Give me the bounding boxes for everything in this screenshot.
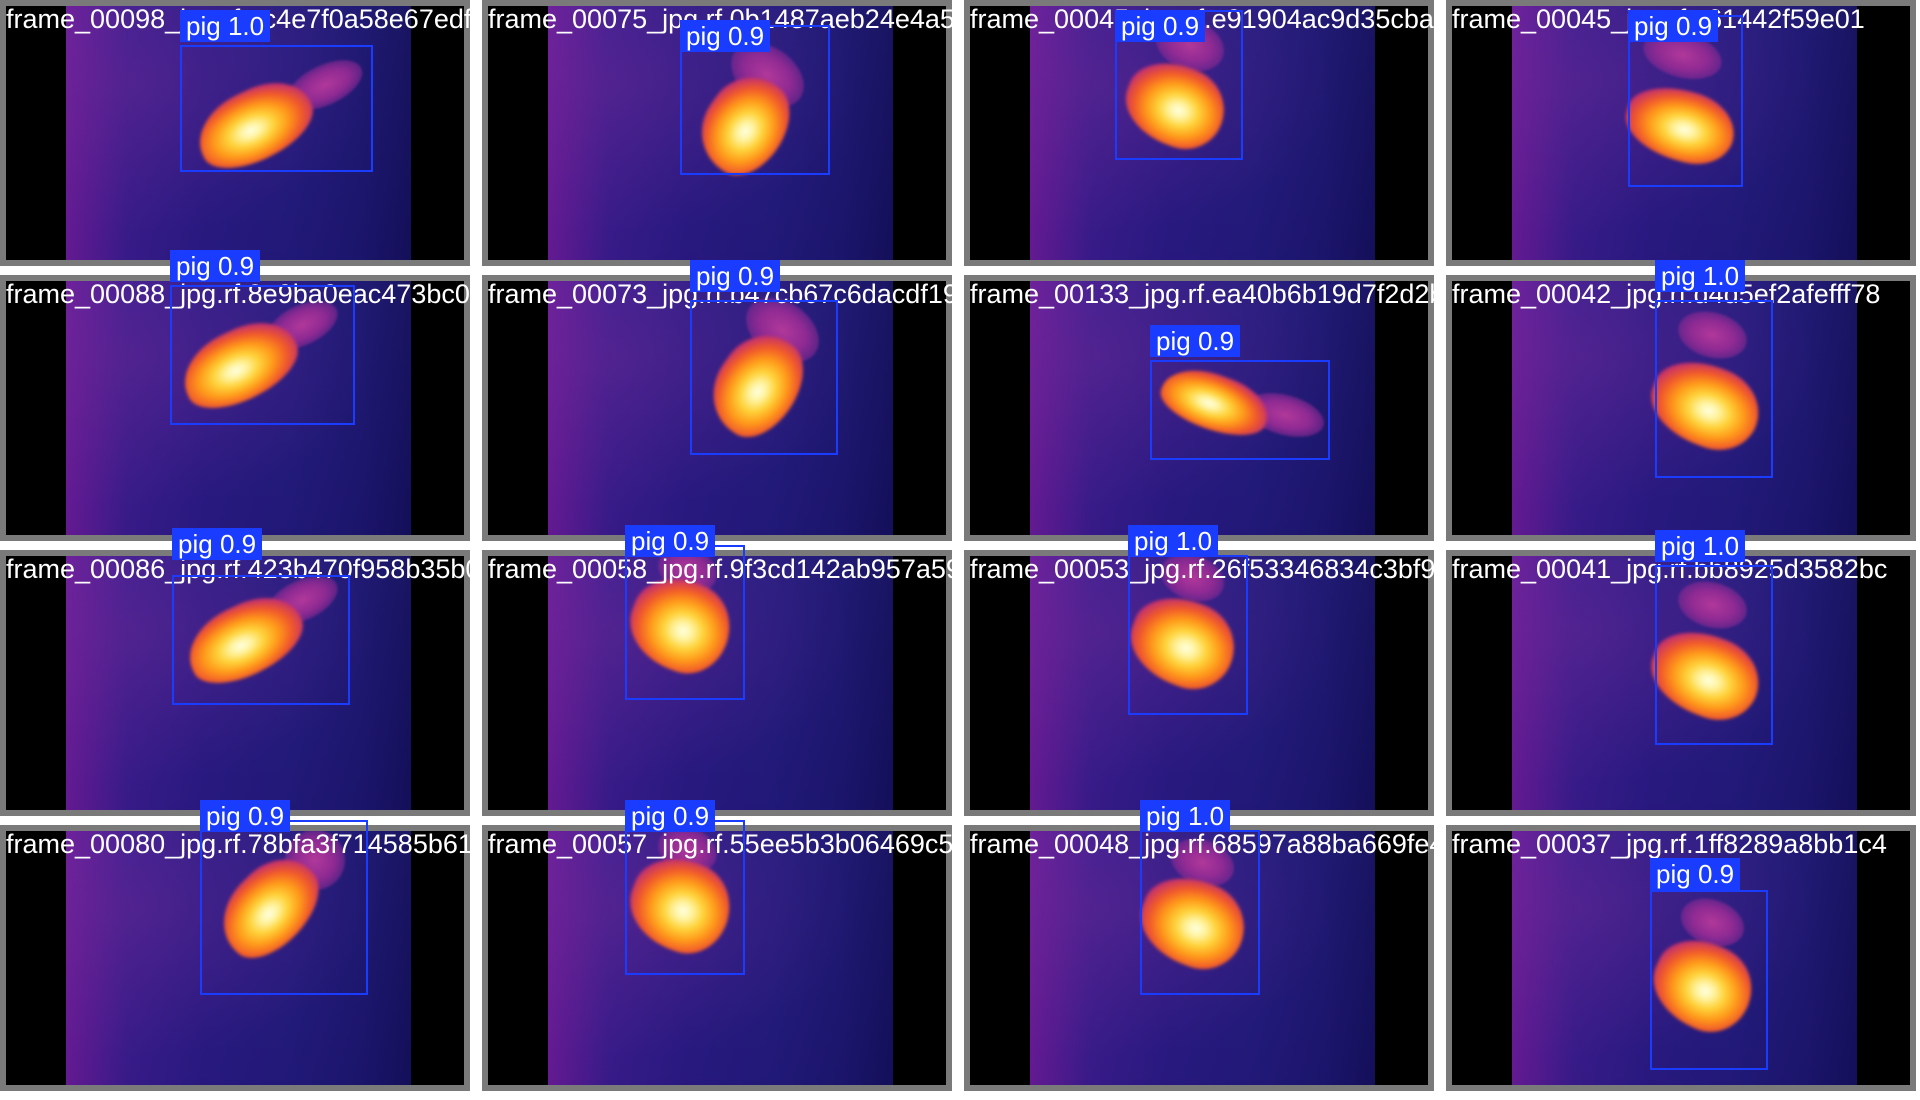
detection-class: pig bbox=[696, 261, 731, 291]
detection-confidence: 0.9 bbox=[672, 526, 710, 556]
frame-filename: frame_00133_jpg.rf.ea40b6b19d7f2d2bdc862 bbox=[970, 279, 1434, 309]
thermal-frame bbox=[488, 556, 946, 810]
thermal-frame bbox=[970, 281, 1428, 535]
thermal-frame bbox=[1452, 556, 1910, 810]
detection-class: pig bbox=[686, 21, 721, 51]
detection-label: pig 0.9 bbox=[625, 525, 716, 557]
detection-label: pig 0.9 bbox=[690, 260, 781, 292]
detection-tile: frame_00041_jpg.rf.bb8925d3582bc bbox=[1446, 550, 1916, 816]
thermal-background bbox=[548, 831, 893, 1085]
detection-tile: frame_00048_jpg.rf.68597a88ba669fe436e00 bbox=[964, 825, 1434, 1091]
detection-tile: frame_00133_jpg.rf.ea40b6b19d7f2d2bdc862 bbox=[964, 275, 1434, 541]
detection-tile: frame_00053_jpg.rf.26f53346834c3bf9bf58 bbox=[964, 550, 1434, 816]
detection-confidence: 0.9 bbox=[1675, 11, 1713, 41]
thermal-frame bbox=[970, 831, 1428, 1085]
detection-confidence: 0.9 bbox=[219, 529, 257, 559]
detection-class: pig bbox=[176, 251, 211, 281]
detection-tile: frame_00080_jpg.rf.78bfa3f714585b616018 bbox=[0, 825, 470, 1091]
detection-class: pig bbox=[1661, 531, 1696, 561]
thermal-frame bbox=[970, 556, 1428, 810]
detection-class: pig bbox=[178, 529, 213, 559]
detection-tile: frame_00045_jpg.rf.e91904ac9d35cbad5a000… bbox=[964, 0, 1434, 266]
detection-confidence: 0.9 bbox=[1697, 859, 1735, 889]
detection-label: pig 0.9 bbox=[680, 20, 771, 52]
frame-filename: frame_00057_jpg.rf.55ee5b3b06469c5e1d23f bbox=[488, 829, 952, 859]
detection-tile: frame_00088_jpg.rf.8e9ba0eac473bc0e6a65 bbox=[0, 275, 470, 541]
thermal-frame bbox=[1452, 281, 1910, 535]
detection-confidence: 1.0 bbox=[1702, 261, 1740, 291]
detection-label: pig 1.0 bbox=[1655, 260, 1746, 292]
detection-tile: frame_00042_jpg.rf.d4d5ef2afefff78 bbox=[1446, 275, 1916, 541]
thermal-frame bbox=[488, 831, 946, 1085]
detection-confidence: 0.9 bbox=[1197, 326, 1235, 356]
thermal-background bbox=[66, 6, 411, 260]
detection-label: pig 1.0 bbox=[1128, 525, 1219, 557]
detection-class: pig bbox=[1634, 11, 1669, 41]
detection-tile: frame_00058_jpg.rf.9f3cd142ab957a59ae400 bbox=[482, 550, 952, 816]
detection-class: pig bbox=[1656, 859, 1691, 889]
thermal-background bbox=[66, 831, 411, 1085]
detection-class: pig bbox=[1156, 326, 1191, 356]
detection-label: pig 0.9 bbox=[1650, 858, 1741, 890]
detection-label: pig 1.0 bbox=[1140, 800, 1231, 832]
detection-label: pig 0.9 bbox=[200, 800, 291, 832]
detection-class: pig bbox=[631, 801, 666, 831]
detection-label: pig 1.0 bbox=[180, 10, 271, 42]
thermal-frame bbox=[488, 6, 946, 260]
detection-tile: frame_00045_jpg.rf.c61442f59e01 bbox=[1446, 0, 1916, 266]
detection-class: pig bbox=[1134, 526, 1169, 556]
detection-confidence: 0.9 bbox=[217, 251, 255, 281]
frame-filename: frame_00058_jpg.rf.9f3cd142ab957a59ae400 bbox=[488, 554, 952, 584]
detection-label: pig 0.9 bbox=[1150, 325, 1241, 357]
detection-label: pig 0.9 bbox=[1628, 10, 1719, 42]
detection-confidence: 0.9 bbox=[1162, 11, 1200, 41]
detection-label: pig 0.9 bbox=[170, 250, 261, 282]
detection-tile: frame_00057_jpg.rf.55ee5b3b06469c5e1d23f bbox=[482, 825, 952, 1091]
thermal-frame bbox=[488, 281, 946, 535]
detection-tile: frame_00086_jpg.rf.423b470f958b35b0fed bbox=[0, 550, 470, 816]
thermal-frame bbox=[6, 6, 464, 260]
thermal-background bbox=[1030, 281, 1375, 535]
detection-class: pig bbox=[1121, 11, 1156, 41]
thermal-frame bbox=[6, 556, 464, 810]
detection-confidence: 1.0 bbox=[1187, 801, 1225, 831]
thermal-background bbox=[548, 6, 893, 260]
detection-confidence: 1.0 bbox=[1175, 526, 1213, 556]
detection-class: pig bbox=[631, 526, 666, 556]
detection-confidence: 0.9 bbox=[672, 801, 710, 831]
detection-label: pig 0.9 bbox=[1115, 10, 1206, 42]
thermal-frame bbox=[970, 6, 1428, 260]
detection-label: pig 0.9 bbox=[172, 528, 263, 560]
detection-confidence: 0.9 bbox=[727, 21, 765, 51]
detection-confidence: 1.0 bbox=[1702, 531, 1740, 561]
thermal-frame bbox=[6, 281, 464, 535]
detection-class: pig bbox=[206, 801, 241, 831]
thermal-frame bbox=[1452, 6, 1910, 260]
frame-filename: frame_00053_jpg.rf.26f53346834c3bf9bf58 bbox=[970, 554, 1434, 584]
detection-confidence: 0.9 bbox=[247, 801, 285, 831]
frame-filename: frame_00037_jpg.rf.1ff8289a8bb1c4 bbox=[1452, 829, 1887, 859]
thermal-frame bbox=[6, 831, 464, 1085]
detection-class: pig bbox=[1661, 261, 1696, 291]
detection-class: pig bbox=[1146, 801, 1181, 831]
detection-label: pig 1.0 bbox=[1655, 530, 1746, 562]
detection-confidence: 1.0 bbox=[227, 11, 265, 41]
frame-filename: frame_00080_jpg.rf.78bfa3f714585b616018 bbox=[6, 829, 470, 859]
thermal-background bbox=[66, 281, 411, 535]
thermal-background bbox=[548, 281, 893, 535]
thermal-background bbox=[548, 556, 893, 810]
detection-confidence: 0.9 bbox=[737, 261, 775, 291]
detection-tile: frame_00075_jpg.rf.0b1487aeb24e4a51e3000… bbox=[482, 0, 952, 266]
frame-filename: frame_00048_jpg.rf.68597a88ba669fe436e00 bbox=[970, 829, 1434, 859]
detection-tile: frame_00073_jpg.rf.b47cb67c6dacdf1993700 bbox=[482, 275, 952, 541]
thermal-background bbox=[66, 556, 411, 810]
detection-label: pig 0.9 bbox=[625, 800, 716, 832]
detection-class: pig bbox=[186, 11, 221, 41]
frame-filename: frame_00088_jpg.rf.8e9ba0eac473bc0e6a65 bbox=[6, 279, 470, 309]
